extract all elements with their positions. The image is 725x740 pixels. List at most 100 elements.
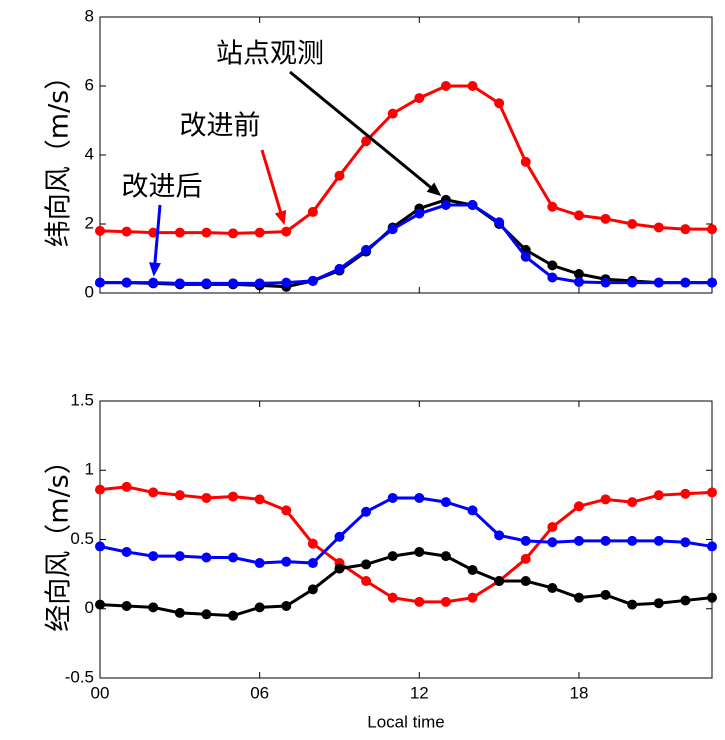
series-point <box>334 531 345 542</box>
series-point <box>494 576 505 587</box>
series-point <box>121 481 132 492</box>
series-point <box>148 551 159 562</box>
series-point <box>520 535 531 546</box>
series-point <box>361 506 372 517</box>
series-point <box>653 598 664 609</box>
series-point <box>95 541 105 552</box>
series-point <box>573 269 584 280</box>
series-point <box>440 596 451 607</box>
series-point <box>281 505 292 516</box>
series-point <box>494 530 505 541</box>
series-point <box>228 278 239 289</box>
series-point <box>573 535 584 546</box>
series-point <box>281 600 292 611</box>
series-point <box>387 551 398 562</box>
annotation-arrowhead <box>426 182 442 197</box>
series-point <box>467 200 478 211</box>
series-point <box>174 490 185 501</box>
series-point <box>547 582 558 593</box>
series-point <box>573 501 584 512</box>
series-point <box>361 244 372 255</box>
series-point <box>680 537 691 548</box>
series-point <box>707 592 717 603</box>
series-point <box>414 596 425 607</box>
series-point <box>121 546 132 557</box>
series-line <box>100 198 712 289</box>
series-point <box>361 576 372 587</box>
series-point <box>334 263 345 274</box>
series-point <box>467 505 478 516</box>
series-point <box>627 219 638 229</box>
series-point <box>547 522 558 533</box>
series-point <box>334 170 345 181</box>
series-point <box>387 108 398 119</box>
series-point <box>520 553 531 564</box>
annotation-arrow <box>260 149 284 218</box>
series-point <box>95 599 105 610</box>
x-axis-label: Local time <box>367 712 444 731</box>
y-tick-label: 1.5 <box>70 390 94 409</box>
series-point <box>307 275 318 286</box>
series-point <box>627 599 638 610</box>
y-tick-label: 1 <box>85 460 94 479</box>
series-point <box>440 497 451 508</box>
series-point <box>467 564 478 575</box>
y-axis-label: 纬向风（m/s） <box>44 63 75 247</box>
series-point <box>254 278 265 289</box>
series-point <box>494 217 505 228</box>
series-point <box>414 492 425 503</box>
series-point <box>228 491 239 502</box>
series-point <box>361 559 372 570</box>
series-point <box>201 492 212 503</box>
series-point <box>334 563 345 574</box>
series-point <box>414 93 425 104</box>
series-point <box>95 225 105 236</box>
series-point <box>680 595 691 606</box>
series-point <box>707 541 717 552</box>
series-point <box>201 227 212 238</box>
series-point <box>573 592 584 603</box>
series-point <box>680 224 691 235</box>
series-point <box>228 610 239 621</box>
y-axis-label: 经向风（m/s） <box>44 447 75 631</box>
series-point <box>547 537 558 548</box>
series-point <box>600 277 611 288</box>
y-tick-label: -0.5 <box>65 667 94 686</box>
series-point <box>387 224 398 235</box>
series-point <box>414 208 425 219</box>
series-point <box>148 227 159 238</box>
series-point <box>547 272 558 283</box>
series-point <box>254 558 265 569</box>
series-point <box>307 584 318 595</box>
series-point <box>174 551 185 562</box>
series-point <box>653 277 664 288</box>
series-point <box>653 222 664 233</box>
series-point <box>174 607 185 618</box>
series-point <box>201 609 212 620</box>
series-point <box>440 200 451 211</box>
x-tick-label: 00 <box>91 683 110 702</box>
series-point <box>174 278 185 289</box>
series-point <box>95 484 105 495</box>
series-point <box>680 277 691 288</box>
annotation-arrowhead <box>148 262 161 277</box>
series-line <box>99 84 712 235</box>
annotation: 站点观测 <box>216 39 324 70</box>
series-point <box>520 156 531 167</box>
series-point <box>361 136 372 147</box>
series-point <box>707 277 717 288</box>
series-point <box>148 277 159 288</box>
series-point <box>600 213 611 224</box>
series-point <box>627 535 638 546</box>
series-line <box>99 485 713 604</box>
series-point <box>680 488 691 499</box>
series-point <box>121 277 132 288</box>
y-tick-label: 6 <box>85 75 94 94</box>
annotation-arrowhead <box>274 210 287 226</box>
series-point <box>281 277 292 288</box>
series-point <box>600 535 611 546</box>
series-point <box>707 487 717 498</box>
series-point <box>307 206 318 217</box>
series-point <box>600 494 611 505</box>
y-tick-label: 0 <box>85 598 94 617</box>
